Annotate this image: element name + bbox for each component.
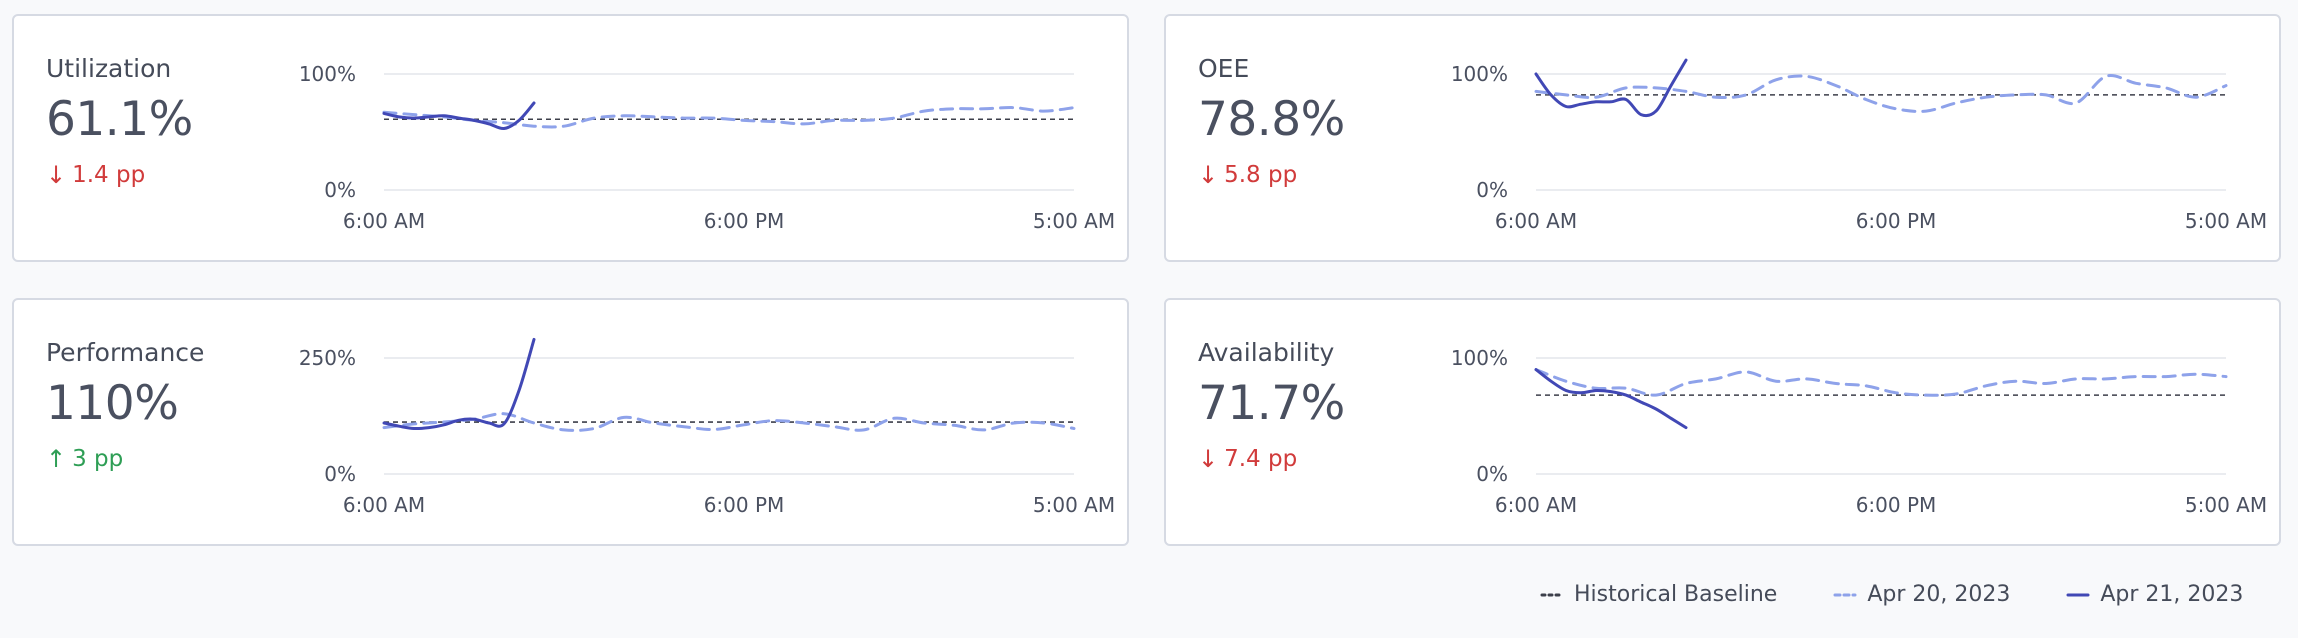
y-tick-label: 0% [324, 178, 356, 202]
oee-card: OEE 78.8% ↓ 5.8 pp 100% 0% 6:00 AM 6:00 PM 5… [1164, 14, 2281, 262]
x-tick-label: 6:00 AM [343, 209, 425, 233]
utilization-chart: 100% 0% 6:00 AM 6:00 PM 5:00 AM [299, 62, 1115, 233]
x-tick-label: 6:00 PM [704, 493, 785, 517]
y-tick-label: 0% [1476, 462, 1508, 486]
kpi-delta: ↓ 1.4 pp [46, 162, 145, 188]
arrow-down-icon: ↓ [1198, 161, 1219, 189]
series-line-apr-20 [382, 106, 1076, 129]
kpi-delta: ↓ 7.4 pp [1198, 446, 1297, 472]
series-line-apr-21 [382, 101, 536, 131]
kpi-delta-value: 7.4 pp [1224, 446, 1298, 472]
solid-line-icon [2066, 593, 2090, 596]
oee-chart: 100% 0% 6:00 AM 6:00 PM 5:00 AM [1451, 58, 2267, 233]
y-tick-label: 0% [1476, 178, 1508, 202]
arrow-down-icon: ↓ [1198, 445, 1219, 473]
kpi-title: Utilization [46, 54, 172, 83]
x-tick-label: 6:00 PM [1856, 209, 1937, 233]
series-line-apr-20 [1534, 74, 2228, 113]
series-line-apr-20 [1534, 368, 2228, 397]
x-tick-label: 6:00 PM [704, 209, 785, 233]
performance-chart: 250% 0% 6:00 AM 6:00 PM 5:00 AM [299, 337, 1115, 517]
y-tick-label: 0% [324, 462, 356, 486]
legend-item-current-day[interactable]: Apr 21, 2023 [2066, 582, 2243, 607]
series-line-apr-20 [382, 412, 1076, 432]
performance-card: Performance 110% ↑ 3 pp 250% 0% 6:00 AM 6:0… [12, 298, 1129, 546]
x-tick-label: 5:00 AM [1033, 209, 1115, 233]
kpi-value: 110% [46, 376, 179, 431]
kpi-title: Availability [1198, 338, 1335, 367]
utilization-card: Utilization 61.1% ↓ 1.4 pp 100% 0% 6:00 AM… [12, 14, 1129, 262]
series-line-apr-21 [1534, 58, 1688, 118]
legend-label: Apr 20, 2023 [1867, 582, 2011, 607]
y-tick-label: 250% [299, 346, 356, 370]
dashed-line-icon [1833, 593, 1857, 596]
kpi-value: 78.8% [1198, 92, 1345, 147]
series-line-apr-21 [382, 337, 536, 431]
kpi-delta: ↓ 5.8 pp [1198, 162, 1297, 188]
x-tick-label: 6:00 AM [1495, 209, 1577, 233]
x-tick-label: 5:00 AM [2185, 493, 2267, 517]
kpi-value: 61.1% [46, 92, 193, 147]
x-tick-label: 6:00 AM [1495, 493, 1577, 517]
availability-chart: 100% 0% 6:00 AM 6:00 PM 5:00 AM [1451, 346, 2267, 517]
legend: Historical Baseline Apr 20, 2023 Apr 21,… [1540, 582, 2243, 607]
kpi-title: OEE [1198, 54, 1250, 83]
legend-item-prev-day[interactable]: Apr 20, 2023 [1833, 582, 2010, 607]
x-tick-label: 6:00 PM [1856, 493, 1937, 517]
arrow-down-icon: ↓ [46, 161, 67, 189]
arrow-up-icon: ↑ [46, 445, 67, 473]
x-tick-label: 5:00 AM [2185, 209, 2267, 233]
y-tick-label: 100% [1451, 62, 1508, 86]
legend-item-baseline[interactable]: Historical Baseline [1540, 582, 1777, 607]
x-tick-label: 6:00 AM [343, 493, 425, 517]
dotted-line-icon [1540, 593, 1564, 596]
y-tick-label: 100% [1451, 346, 1508, 370]
kpi-delta-value: 3 pp [72, 446, 124, 472]
kpi-delta: ↑ 3 pp [46, 446, 123, 472]
availability-card: Availability 71.7% ↓ 7.4 pp 100% 0% 6:00 A… [1164, 298, 2281, 546]
kpi-value: 71.7% [1198, 376, 1345, 431]
legend-label: Apr 21, 2023 [2100, 582, 2244, 607]
series-line-apr-21 [1534, 368, 1688, 430]
kpi-title: Performance [46, 338, 205, 367]
y-tick-label: 100% [299, 62, 356, 86]
kpi-delta-value: 1.4 pp [72, 162, 146, 188]
legend-label: Historical Baseline [1574, 582, 1778, 607]
x-tick-label: 5:00 AM [1033, 493, 1115, 517]
kpi-delta-value: 5.8 pp [1224, 162, 1298, 188]
